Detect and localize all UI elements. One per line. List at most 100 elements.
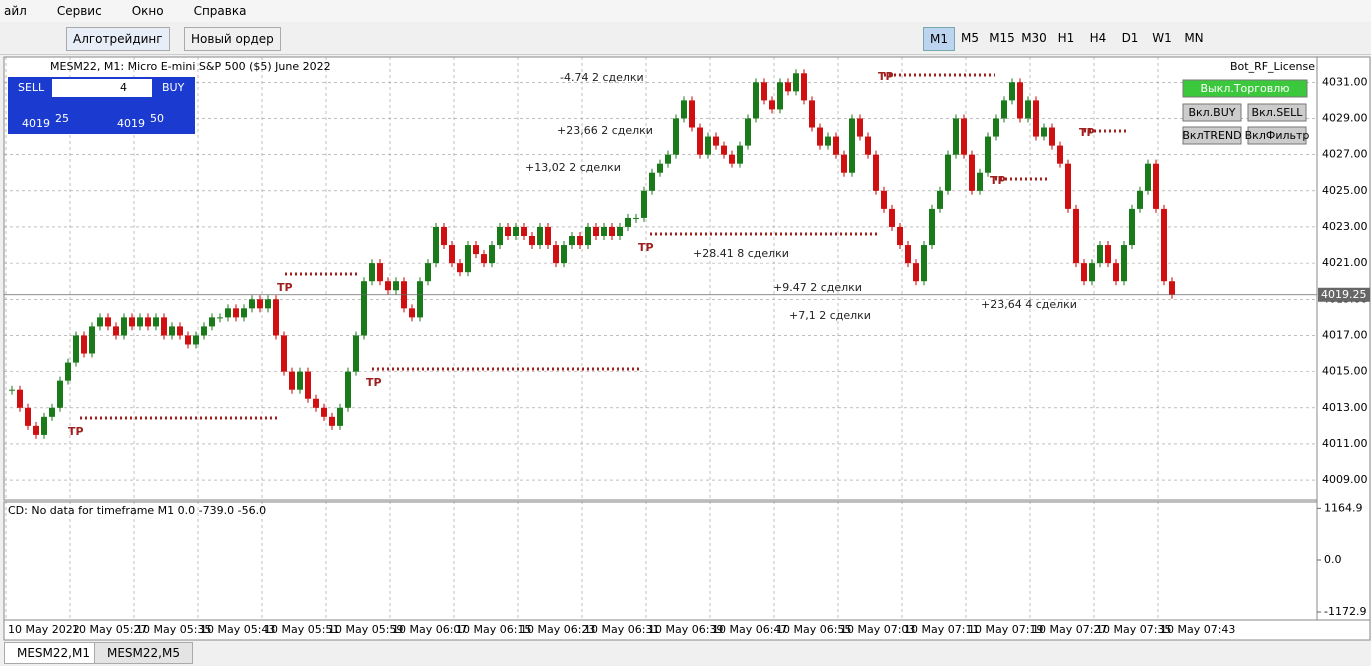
- candle: [1161, 208, 1167, 282]
- bot-button[interactable]: [1247, 103, 1307, 122]
- timeframe-button[interactable]: M5: [961, 31, 979, 45]
- bot-button[interactable]: [1182, 103, 1242, 122]
- timeframe-button[interactable]: M1: [923, 27, 955, 51]
- candle: [577, 236, 583, 246]
- candle: [249, 299, 255, 309]
- timeframe-button[interactable]: W1: [1152, 31, 1172, 45]
- algo-button[interactable]: Алготрейдинг: [66, 27, 170, 51]
- bot-button[interactable]: [1247, 126, 1307, 145]
- tp-label: TP: [990, 174, 1006, 187]
- candle: [665, 154, 671, 164]
- candle: [593, 226, 599, 237]
- candle: [289, 371, 295, 390]
- candle: [945, 154, 951, 191]
- x-tick-label: 10 May 05:51: [264, 623, 339, 636]
- bot-button-label[interactable]: Выкл.Торговлю: [1200, 82, 1289, 95]
- candle: [841, 154, 847, 173]
- buy-button[interactable]: BUY: [162, 81, 185, 94]
- candle: [273, 299, 279, 336]
- timeframe-button[interactable]: M30: [1021, 31, 1047, 45]
- candle: [265, 299, 271, 309]
- candle: [537, 226, 543, 246]
- chart-area: [3, 56, 1318, 501]
- menu-item[interactable]: айл: [4, 4, 27, 18]
- chart-tab[interactable]: MESM22,M1: [4, 642, 103, 664]
- candle: [929, 208, 935, 246]
- bot-button-label[interactable]: Вкл.SELL: [1252, 106, 1304, 119]
- candle: [305, 371, 311, 399]
- candle: [489, 245, 495, 264]
- candle: [449, 245, 455, 264]
- last-price-box: [1318, 287, 1370, 302]
- lots-input[interactable]: 4: [120, 81, 127, 94]
- candle: [57, 380, 63, 408]
- candle: [97, 317, 103, 327]
- x-tick-label: 10 May 06:15: [456, 623, 531, 636]
- deal-annotation: +23,64 4 сделки: [981, 298, 1077, 311]
- candle: [625, 217, 631, 227]
- candle: [193, 335, 199, 345]
- candle: [113, 326, 119, 336]
- bid-small: 25: [55, 112, 69, 125]
- candle: [601, 226, 607, 237]
- candle: [721, 145, 727, 155]
- timeframe-button[interactable]: H4: [1089, 31, 1107, 45]
- candle: [457, 263, 463, 273]
- timeframe-button[interactable]: M15: [989, 31, 1015, 45]
- bot-button[interactable]: [1182, 79, 1308, 98]
- deal-annotation: +28.41 8 сделки: [693, 247, 789, 260]
- candle: [225, 308, 231, 318]
- candle: [137, 317, 143, 327]
- x-tick-label: 10 May 06:55: [776, 623, 851, 636]
- sell-button[interactable]: SELL: [18, 81, 45, 94]
- time-axis: [3, 619, 1371, 641]
- ask-small: 50: [150, 112, 164, 125]
- bot-button[interactable]: [1182, 126, 1242, 145]
- bot-button-label[interactable]: ВклФильтр: [1245, 129, 1310, 142]
- candle: [1169, 281, 1175, 295]
- candle: [673, 118, 679, 155]
- deal-annotation: +9.47 2 сделки: [773, 281, 862, 294]
- lots-box: [52, 79, 152, 97]
- candle: [809, 100, 815, 128]
- y-tick-label: 4017.00: [1322, 328, 1368, 341]
- candle: [657, 163, 663, 173]
- candle: [425, 263, 431, 282]
- candle: [441, 226, 447, 246]
- timeframe-button[interactable]: D1: [1121, 31, 1139, 45]
- candle: [529, 236, 535, 246]
- tp-label: TP: [366, 376, 382, 389]
- candle: [169, 326, 175, 336]
- menu-item[interactable]: Окно: [131, 4, 164, 18]
- candle: [481, 254, 487, 264]
- candle: [729, 154, 735, 164]
- chart-tab[interactable]: MESM22,M5: [94, 642, 193, 664]
- x-tick-label: 10 May 06:31: [584, 623, 659, 636]
- timeframe-button[interactable]: MN: [1184, 31, 1204, 45]
- candle: [185, 335, 191, 345]
- candle: [737, 145, 743, 164]
- candle: [985, 136, 991, 173]
- candle: [1017, 82, 1023, 119]
- menu-item[interactable]: Справка: [193, 4, 247, 18]
- tp-label: TP: [1079, 126, 1095, 139]
- candle: [617, 226, 623, 237]
- bot-button-label[interactable]: ВклTREND: [1182, 129, 1241, 142]
- timeframe-button[interactable]: H1: [1057, 31, 1075, 45]
- candle: [393, 281, 399, 291]
- candle: [1105, 245, 1111, 264]
- y-tick-label: 4025.00: [1322, 184, 1368, 197]
- candle: [1009, 82, 1015, 101]
- candle: [585, 226, 591, 246]
- candle: [713, 136, 719, 146]
- license-label: Bot_RF_License: [1230, 60, 1315, 73]
- candle: [73, 335, 79, 363]
- menu-item[interactable]: Сервис: [56, 4, 102, 18]
- candle: [641, 190, 647, 218]
- candle: [969, 154, 975, 191]
- candle: [817, 127, 823, 146]
- bot-button-label[interactable]: Вкл.BUY: [1188, 106, 1235, 119]
- new-order-button[interactable]: Новый ордер: [184, 27, 281, 51]
- candle: [233, 308, 239, 318]
- candle: [753, 82, 759, 119]
